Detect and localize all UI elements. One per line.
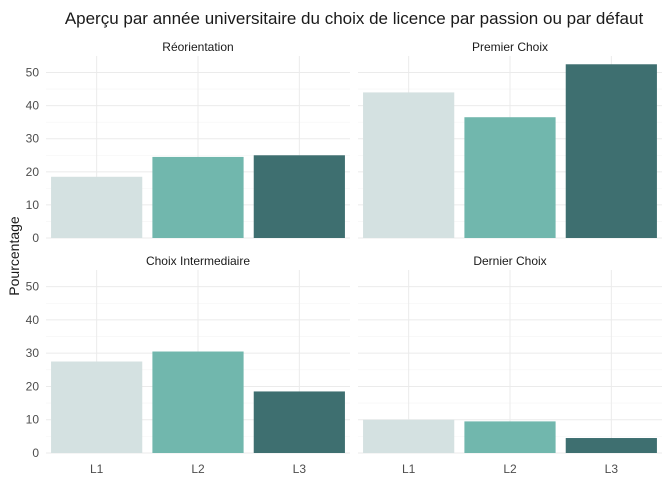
y-tick-label: 30 (26, 132, 40, 146)
panel-0: Réorientation 0 10 20 30 40 50 (26, 40, 350, 245)
x-tick-label: L2 (503, 462, 517, 476)
panel-1: Premier Choix (358, 40, 662, 239)
bar-l2 (464, 421, 556, 453)
x-tick-label: L1 (90, 462, 104, 476)
panel-title: Choix Intermediaire (146, 254, 250, 268)
bar-l2 (152, 351, 244, 453)
y-tick-label: 0 (32, 231, 39, 245)
panel-2: Choix Intermediaire 0 10 20 30 40 50 L1 L2 L3 (26, 254, 350, 476)
panels-group: Réorientation 0 10 20 30 40 50 Premier Choix Cho… (26, 40, 662, 476)
y-tick-label: 50 (26, 66, 40, 80)
y-tick-label: 50 (26, 280, 40, 294)
panel-title: Réorientation (162, 40, 233, 54)
x-tick-label: L1 (402, 462, 416, 476)
x-tick-label: L2 (191, 462, 205, 476)
x-tick-label: L3 (293, 462, 307, 476)
panel-title: Premier Choix (472, 40, 548, 54)
bar-l3 (253, 155, 345, 238)
panel-title: Dernier Choix (473, 254, 546, 268)
x-tick-label: L3 (605, 462, 619, 476)
y-tick-label: 10 (26, 198, 40, 212)
bar-l2 (152, 156, 244, 238)
panel-3: Dernier Choix L1 L2 L3 (358, 254, 662, 476)
bar-l1 (51, 361, 143, 453)
y-tick-label: 20 (26, 165, 40, 179)
y-tick-label: 10 (26, 413, 40, 427)
bar-l3 (565, 438, 657, 453)
y-tick-label: 40 (26, 313, 40, 327)
bar-l1 (51, 176, 143, 238)
y-tick-label: 40 (26, 99, 40, 113)
y-tick-label: 20 (26, 379, 40, 393)
y-tick-label: 30 (26, 346, 40, 360)
y-tick-label: 0 (32, 446, 39, 460)
bar-l1 (363, 419, 455, 453)
chart-title: Aperçu par année universitaire du choix … (65, 9, 644, 28)
bar-l3 (565, 64, 657, 238)
bar-l3 (253, 391, 345, 453)
y-axis-label: Pourcentage (6, 216, 22, 296)
bar-l1 (363, 92, 455, 239)
bar-l2 (464, 117, 556, 238)
